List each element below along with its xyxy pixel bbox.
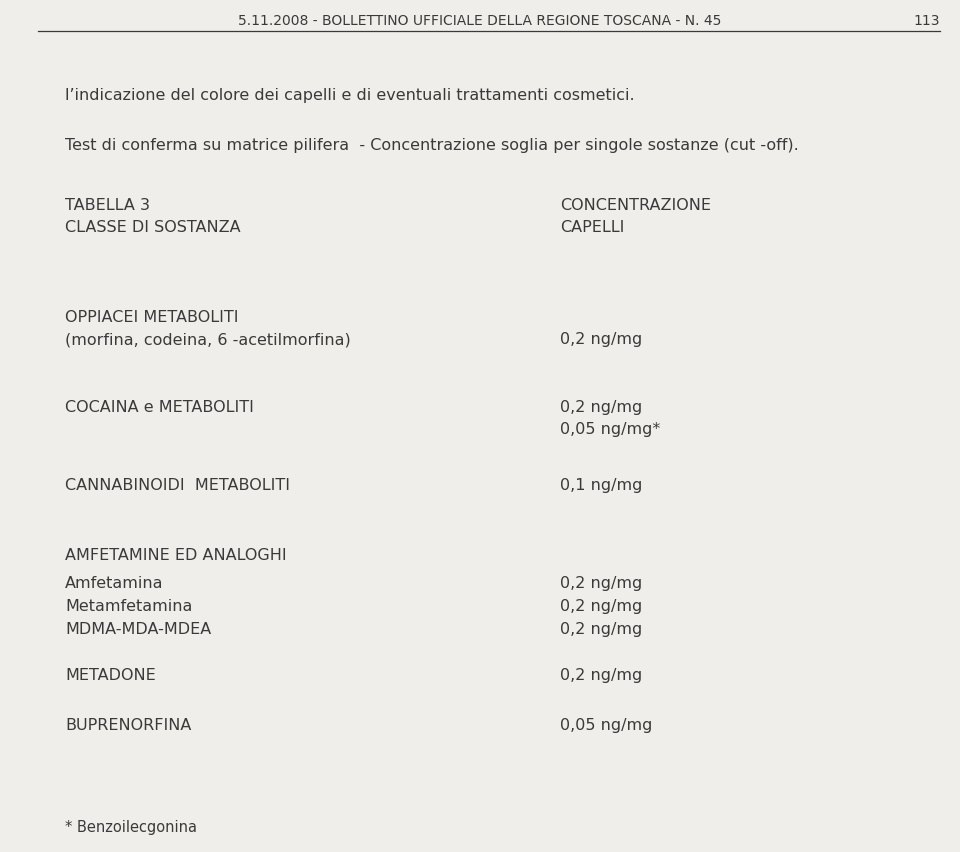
Text: CANNABINOIDI  METABOLITI: CANNABINOIDI METABOLITI: [65, 477, 290, 492]
Text: 0,2 ng/mg: 0,2 ng/mg: [560, 575, 642, 590]
Text: MDMA-MDA-MDEA: MDMA-MDA-MDEA: [65, 621, 211, 636]
Text: TABELLA 3: TABELLA 3: [65, 198, 150, 213]
Text: CAPELLI: CAPELLI: [560, 220, 624, 234]
Text: * Benzoilecgonina: * Benzoilecgonina: [65, 819, 197, 834]
Text: CLASSE DI SOSTANZA: CLASSE DI SOSTANZA: [65, 220, 241, 234]
Text: 5.11.2008 - BOLLETTINO UFFICIALE DELLA REGIONE TOSCANA - N. 45: 5.11.2008 - BOLLETTINO UFFICIALE DELLA R…: [238, 14, 722, 28]
Text: l’indicazione del colore dei capelli e di eventuali trattamenti cosmetici.: l’indicazione del colore dei capelli e d…: [65, 88, 635, 103]
Text: METADONE: METADONE: [65, 667, 156, 682]
Text: AMFETAMINE ED ANALOGHI: AMFETAMINE ED ANALOGHI: [65, 547, 287, 562]
Text: BUPRENORFINA: BUPRENORFINA: [65, 717, 191, 732]
Text: 0,05 ng/mg: 0,05 ng/mg: [560, 717, 653, 732]
Text: 113: 113: [914, 14, 940, 28]
Text: 0,2 ng/mg: 0,2 ng/mg: [560, 400, 642, 415]
Text: Amfetamina: Amfetamina: [65, 575, 163, 590]
Text: Test di conferma su matrice pilifera  - Concentrazione soglia per singole sostan: Test di conferma su matrice pilifera - C…: [65, 138, 799, 153]
Text: 0,2 ng/mg: 0,2 ng/mg: [560, 331, 642, 347]
Text: (morfina, codeina, 6 -acetilmorfina): (morfina, codeina, 6 -acetilmorfina): [65, 331, 350, 347]
Text: COCAINA e METABOLITI: COCAINA e METABOLITI: [65, 400, 253, 415]
Text: 0,1 ng/mg: 0,1 ng/mg: [560, 477, 642, 492]
Text: 0,2 ng/mg: 0,2 ng/mg: [560, 598, 642, 613]
Text: 0,2 ng/mg: 0,2 ng/mg: [560, 621, 642, 636]
Text: CONCENTRAZIONE: CONCENTRAZIONE: [560, 198, 711, 213]
Text: 0,05 ng/mg*: 0,05 ng/mg*: [560, 422, 660, 436]
Text: Metamfetamina: Metamfetamina: [65, 598, 192, 613]
Text: 0,2 ng/mg: 0,2 ng/mg: [560, 667, 642, 682]
Text: OPPIACEI METABOLITI: OPPIACEI METABOLITI: [65, 309, 238, 325]
